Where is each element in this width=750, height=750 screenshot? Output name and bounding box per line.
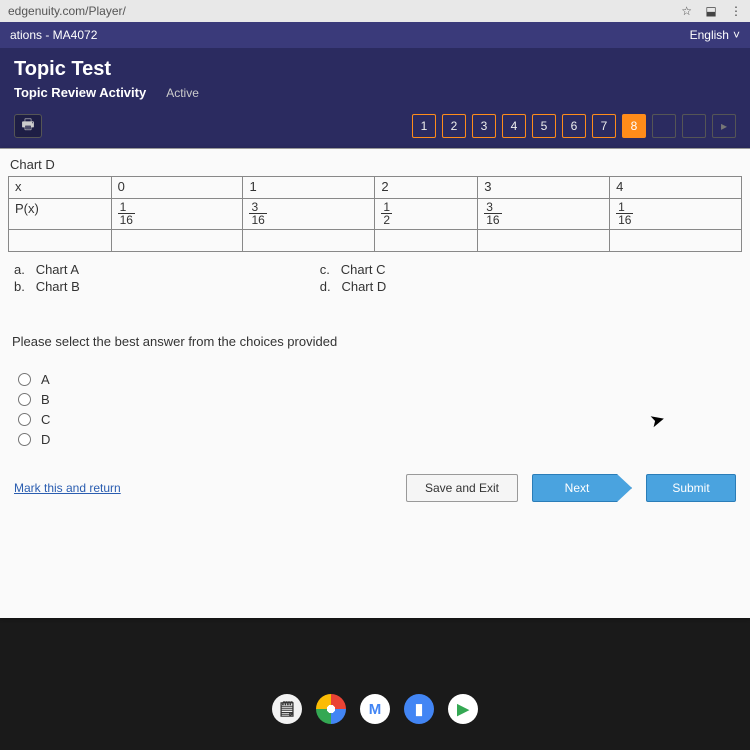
radio-input-b[interactable]: [18, 393, 31, 406]
page-1[interactable]: 1: [412, 114, 436, 138]
print-button[interactable]: 🖶: [14, 114, 42, 138]
gmail-icon[interactable]: M: [360, 694, 390, 724]
x-1: 1: [243, 177, 375, 199]
extension-icon[interactable]: ⬓: [705, 4, 716, 18]
language-label: English: [690, 28, 729, 42]
chrome-icon[interactable]: [316, 694, 346, 724]
page-7[interactable]: 7: [592, 114, 616, 138]
radio-input-c[interactable]: [18, 413, 31, 426]
px-3: 316: [478, 199, 610, 230]
radio-input-d[interactable]: [18, 433, 31, 446]
table-row: [9, 230, 742, 252]
choice-d: d. Chart D: [320, 279, 386, 294]
browser-url-bar: edgenuity.com/Player/ ☆ ⬓ ⋮: [0, 0, 750, 22]
radio-input-a[interactable]: [18, 373, 31, 386]
page-6[interactable]: 6: [562, 114, 586, 138]
os-taskbar: 🗒 M ▮ ▶: [0, 686, 750, 732]
content-footer: Mark this and return Save and Exit Next …: [0, 456, 750, 512]
px-1: 316: [243, 199, 375, 230]
mark-return-link[interactable]: Mark this and return: [14, 481, 121, 495]
print-icon: 🖶: [21, 114, 34, 138]
x-4: 4: [610, 177, 742, 199]
row-header-px: P(x): [9, 199, 112, 230]
question-content: Chart D x 0 1 2 3 4 P(x) 116 316 12 316 …: [0, 148, 750, 618]
play-store-icon[interactable]: ▶: [448, 694, 478, 724]
radio-b[interactable]: B: [18, 392, 732, 407]
notes-app-icon[interactable]: 🗒: [272, 694, 302, 724]
question-pager: 1 2 3 4 5 6 7 8 ▸: [412, 114, 736, 138]
row-header-x: x: [9, 177, 112, 199]
menu-icon[interactable]: ⋮: [730, 4, 742, 18]
page-blank-1: [652, 114, 676, 138]
radio-a[interactable]: A: [18, 372, 732, 387]
table-row: P(x) 116 316 12 316 116: [9, 199, 742, 230]
choice-c: c. Chart C: [320, 262, 386, 277]
url-text: edgenuity.com/Player/: [8, 4, 126, 18]
chevron-down-icon: ˅: [733, 28, 740, 42]
status-label: Active: [166, 86, 199, 100]
px-2: 12: [375, 199, 478, 230]
page-5[interactable]: 5: [532, 114, 556, 138]
radio-group: A B C D: [0, 363, 750, 456]
page-4[interactable]: 4: [502, 114, 526, 138]
choice-a: a. Chart A: [14, 262, 80, 277]
docs-icon[interactable]: ▮: [404, 694, 434, 724]
answer-choices: a. Chart A b. Chart B c. Chart C d. Char…: [0, 252, 750, 304]
page-2[interactable]: 2: [442, 114, 466, 138]
table-row: x 0 1 2 3 4: [9, 177, 742, 199]
x-2: 2: [375, 177, 478, 199]
page-3[interactable]: 3: [472, 114, 496, 138]
x-3: 3: [478, 177, 610, 199]
page-8[interactable]: 8: [622, 114, 646, 138]
page-header: Topic Test Topic Review Activity Active: [0, 48, 750, 108]
x-0: 0: [111, 177, 243, 199]
toolbar: 🖶 1 2 3 4 5 6 7 8 ▸: [0, 108, 750, 148]
page-subtitle: Topic Review Activity: [14, 85, 146, 100]
question-prompt: Please select the best answer from the c…: [0, 304, 750, 363]
choice-b: b. Chart B: [14, 279, 80, 294]
px-0: 116: [111, 199, 243, 230]
radio-d[interactable]: D: [18, 432, 732, 447]
save-exit-button[interactable]: Save and Exit: [406, 474, 518, 502]
page-blank-2: [682, 114, 706, 138]
submit-button[interactable]: Submit: [646, 474, 736, 502]
px-4: 116: [610, 199, 742, 230]
next-button[interactable]: Next: [532, 474, 632, 502]
probability-table: x 0 1 2 3 4 P(x) 116 316 12 316 116: [8, 176, 742, 252]
chart-label: Chart D: [0, 153, 750, 176]
star-icon[interactable]: ☆: [681, 4, 692, 18]
browser-icons: ☆ ⬓ ⋮: [671, 4, 742, 18]
page-next[interactable]: ▸: [712, 114, 736, 138]
course-code: ations - MA4072: [10, 28, 97, 42]
course-bar: ations - MA4072 English ˅: [0, 22, 750, 48]
language-dropdown[interactable]: English ˅: [690, 28, 740, 42]
radio-c[interactable]: C: [18, 412, 732, 427]
page-title: Topic Test: [14, 58, 736, 81]
